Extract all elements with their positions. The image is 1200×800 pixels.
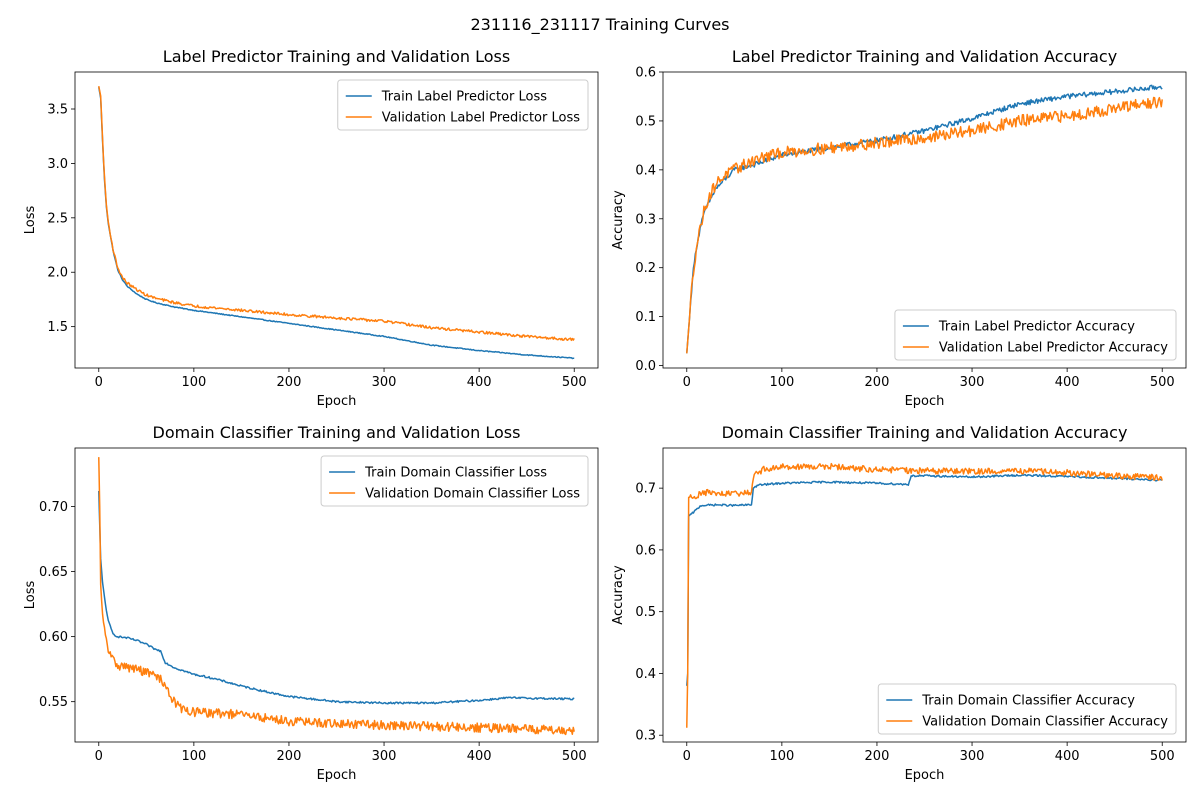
chart-title: Domain Classifier Training and Validatio… (153, 423, 521, 442)
y-tick-label: 0.6 (635, 66, 656, 81)
x-tick-label: 500 (1150, 375, 1175, 390)
y-tick-label: 0.65 (39, 565, 68, 580)
legend-label: Validation Label Predictor Loss (382, 111, 580, 126)
legend-box (337, 79, 589, 131)
legend: Train Domain Classifier Accuracy Validati… (877, 683, 1177, 735)
y-tick-label: 0.6 (635, 543, 656, 558)
x-tick-label: 500 (1150, 749, 1175, 764)
y-tick-label: 0.7 (635, 482, 656, 497)
x-tick-label: 500 (562, 375, 587, 390)
x-tick-label: 200 (865, 749, 890, 764)
series-line-validation (98, 86, 575, 342)
series-line-validation (98, 457, 575, 736)
legend-label: Validation Domain Classifier Loss (365, 487, 580, 502)
y-tick-label: 0.70 (39, 500, 68, 515)
x-tick-label: 300 (372, 375, 397, 390)
x-axis-label: Epoch (905, 394, 945, 409)
y-tick-label: 3.0 (47, 157, 68, 172)
legend: Train Label Predictor Loss Validation Lab… (337, 79, 589, 131)
y-tick-label: 3.5 (47, 103, 68, 118)
legend: Train Label Predictor Accuracy Validation… (894, 309, 1177, 361)
series-line-train (686, 473, 1163, 686)
x-tick-label: 0 (95, 375, 103, 390)
x-tick-label: 0 (95, 749, 103, 764)
y-tick-label: 0.55 (39, 695, 68, 710)
x-tick-label: 400 (467, 375, 492, 390)
y-tick-label: 0.5 (635, 114, 656, 129)
legend-box (320, 455, 589, 507)
y-tick-label: 2.0 (47, 266, 68, 281)
y-tick-label: 0.4 (635, 667, 656, 682)
y-axis-label: Loss (23, 206, 38, 235)
x-tick-label: 400 (467, 749, 492, 764)
x-tick-label: 300 (372, 749, 397, 764)
legend-label: Train Label Predictor Loss (381, 90, 547, 105)
series-line-validation (686, 96, 1163, 354)
x-tick-label: 500 (562, 749, 587, 764)
chart-panel-4: Domain Classifier Training and Validatio… (611, 423, 1187, 783)
legend: Train Domain Classifier Loss Validation D… (320, 455, 589, 507)
chart-panel-1: Label Predictor Training and Validation … (23, 47, 599, 409)
axes-frame (74, 447, 599, 743)
x-tick-label: 400 (1055, 749, 1080, 764)
y-tick-label: 0.2 (635, 261, 656, 276)
x-tick-label: 200 (277, 749, 302, 764)
legend-label: Train Domain Classifier Accuracy (921, 694, 1135, 709)
chart-panel-3: Domain Classifier Training and Validatio… (23, 423, 599, 783)
axes-frame (74, 71, 599, 369)
y-tick-label: 2.5 (47, 211, 68, 226)
y-tick-label: 0.4 (635, 163, 656, 178)
x-tick-label: 400 (1055, 375, 1080, 390)
series-line-train (98, 87, 575, 360)
y-axis-label: Accuracy (611, 565, 626, 625)
series-line-train (686, 84, 1163, 354)
y-axis-label: Loss (23, 581, 38, 610)
x-tick-label: 300 (960, 749, 985, 764)
x-tick-label: 0 (683, 749, 691, 764)
legend-label: Validation Domain Classifier Accuracy (922, 715, 1168, 730)
chart-panel-2: Label Predictor Training and Validation … (611, 47, 1187, 409)
series-line-validation (686, 462, 1163, 728)
x-tick-label: 0 (683, 375, 691, 390)
x-axis-label: Epoch (317, 394, 357, 409)
y-axis-label: Accuracy (611, 190, 626, 250)
chart-title: Label Predictor Training and Validation … (163, 47, 510, 66)
figure-title: 231116_231117 Training Curves (471, 15, 730, 35)
x-tick-label: 200 (277, 375, 302, 390)
legend-label: Train Domain Classifier Loss (364, 466, 547, 481)
series-line-train (98, 490, 575, 705)
y-tick-label: 0.3 (635, 729, 656, 744)
y-tick-label: 0.1 (635, 310, 656, 325)
x-tick-label: 300 (960, 375, 985, 390)
x-axis-label: Epoch (905, 768, 945, 783)
x-tick-label: 100 (769, 375, 794, 390)
x-tick-label: 200 (865, 375, 890, 390)
axes-frame (662, 447, 1187, 743)
legend-box (894, 309, 1177, 361)
y-tick-label: 0.0 (635, 359, 656, 374)
y-tick-label: 0.3 (635, 212, 656, 227)
axes-frame (662, 71, 1187, 369)
y-tick-label: 0.60 (39, 630, 68, 645)
x-tick-label: 100 (181, 375, 206, 390)
x-tick-label: 100 (181, 749, 206, 764)
y-tick-label: 1.5 (47, 320, 68, 335)
x-tick-label: 100 (769, 749, 794, 764)
x-axis-label: Epoch (317, 768, 357, 783)
legend-box (877, 683, 1177, 735)
legend-label: Train Label Predictor Accuracy (938, 320, 1135, 335)
chart-title: Label Predictor Training and Validation … (732, 47, 1117, 66)
y-tick-label: 0.5 (635, 605, 656, 620)
chart-title: Domain Classifier Training and Validatio… (722, 423, 1128, 442)
legend-label: Validation Label Predictor Accuracy (939, 341, 1168, 356)
